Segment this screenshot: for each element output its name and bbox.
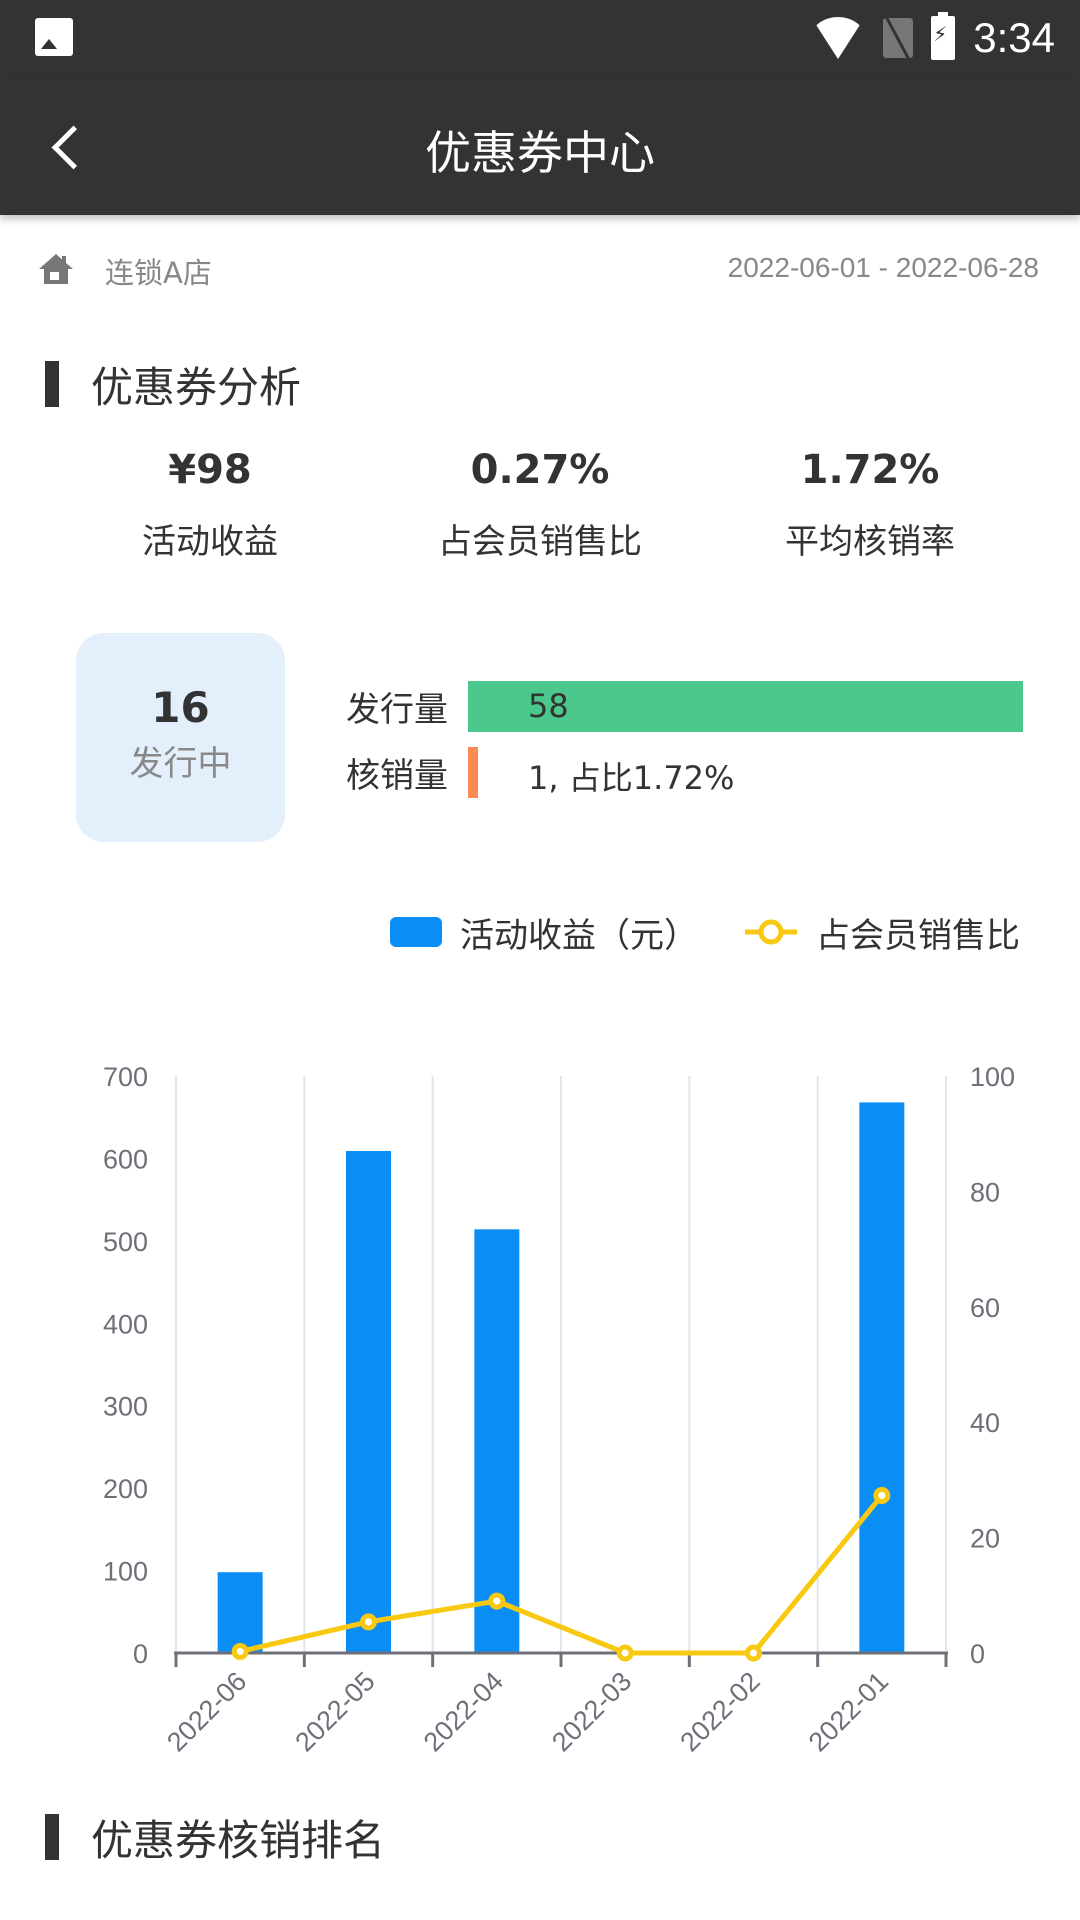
ratio-point[interactable]	[616, 1644, 634, 1662]
no-sim-icon	[883, 18, 914, 58]
ratio-point[interactable]	[488, 1592, 506, 1610]
battery-charging-icon	[931, 12, 956, 60]
y-left-tick: 200	[103, 1474, 148, 1504]
kpi-value: ¥98	[168, 447, 252, 493]
y-right-tick: 100	[970, 1062, 1015, 1092]
y-left-tick: 400	[103, 1309, 148, 1339]
kpi-value: 0.27%	[470, 447, 610, 493]
y-right-tick: 40	[970, 1408, 1000, 1438]
redeemed-value: 1, 占比1.72%	[528, 758, 735, 797]
y-right-tick: 20	[970, 1524, 1000, 1554]
kpi-value: 1.72%	[800, 447, 940, 493]
redeemed-label: 核销量	[346, 755, 448, 796]
legend-ratio-label[interactable]: 占会员销售比	[816, 916, 1020, 956]
revenue-bar[interactable]	[859, 1102, 905, 1653]
y-left-tick: 300	[103, 1392, 148, 1422]
y-left-tick: 0	[133, 1639, 148, 1669]
image-notification-icon	[35, 18, 73, 56]
issuing-label: 发行中	[129, 744, 232, 784]
revenue-bar[interactable]	[346, 1151, 391, 1653]
kpi-label: 平均核销率	[785, 522, 955, 562]
issuing-count: 16	[151, 683, 210, 732]
x-tick-label: 2022-01	[803, 1666, 894, 1757]
app-bar: 优惠券中心	[0, 75, 1080, 215]
revenue-ratio-chart: 0 100 200 300 400 500 600 700 0 20 40 60 80 100 2022-0…	[0, 1040, 1080, 1780]
section-marker	[45, 361, 59, 407]
section-title-ranking: 优惠券核销排名	[45, 1813, 385, 1865]
status-time: 3:34	[973, 14, 1055, 61]
page-title: 优惠券中心	[425, 126, 655, 180]
home-icon	[39, 254, 73, 284]
ratio-line	[239, 1493, 884, 1656]
x-tick-label: 2022-02	[674, 1666, 765, 1757]
revenue-bar[interactable]	[474, 1229, 520, 1653]
ratio-point[interactable]	[873, 1486, 891, 1504]
ratio-point[interactable]	[360, 1613, 377, 1631]
y-right-tick: 60	[970, 1293, 1000, 1323]
y-right-tick: 80	[970, 1177, 1000, 1207]
kpi-avg-redemption-rate: 1.72% 平均核销率	[720, 440, 1020, 563]
issuing-count-card[interactable]: 16 发行中	[76, 633, 285, 842]
issued-value: 58	[528, 686, 569, 725]
y-left-tick: 700	[103, 1062, 148, 1092]
chart-legend: 活动收益（元） 占会员销售比	[0, 905, 1080, 956]
x-tick-label: 2022-05	[289, 1666, 380, 1757]
revenue-bar[interactable]	[217, 1572, 263, 1653]
x-tick-label: 2022-03	[546, 1666, 637, 1757]
legend-revenue-label[interactable]: 活动收益（元）	[460, 916, 698, 956]
date-range-selector[interactable]: 2022-06-01 - 2022-06-28	[727, 252, 1039, 283]
y-right-tick: 0	[970, 1639, 985, 1669]
legend-revenue-swatch[interactable]	[390, 917, 442, 947]
combo-chart: 0 100 200 300 400 500 600 700 0 20 40 60 80 100 2022-0…	[103, 1062, 1015, 1757]
section-title-text: 优惠券分析	[91, 362, 302, 412]
redeemed-bar-row: 核销量 1, 占比1.72%	[346, 746, 734, 798]
ratio-point[interactable]	[745, 1644, 762, 1662]
store-selector[interactable]: 连锁A店	[105, 256, 212, 290]
issued-label: 发行量	[346, 689, 448, 730]
ratio-point[interactable]	[231, 1642, 249, 1660]
status-bar: 3:34	[0, 0, 1080, 75]
y-left-tick: 500	[103, 1227, 148, 1257]
y-left-tick: 600	[103, 1144, 148, 1174]
section-title-analysis: 优惠券分析	[45, 360, 301, 412]
legend-ratio-swatch[interactable]	[745, 919, 797, 945]
section-title-text: 优惠券核销排名	[91, 1815, 386, 1865]
kpi-member-sales-ratio: 0.27% 占会员销售比	[390, 440, 690, 563]
issued-bar: 58	[468, 680, 1023, 732]
redeemed-bar: 1, 占比1.72%	[468, 746, 734, 798]
kpi-activity-revenue: ¥98 活动收益	[60, 440, 360, 563]
kpi-label: 占会员销售比	[438, 522, 642, 562]
status-icons: 3:34	[811, 8, 1055, 68]
x-tick-label: 2022-06	[161, 1666, 252, 1757]
wifi-icon	[811, 17, 866, 59]
y-left-tick: 100	[103, 1557, 148, 1587]
store-filter-row: 连锁A店 2022-06-01 - 2022-06-28	[0, 240, 1080, 300]
x-tick-label: 2022-04	[418, 1666, 509, 1757]
section-marker	[45, 1814, 59, 1860]
kpi-label: 活动收益	[142, 522, 278, 562]
issued-bar-row: 发行量 58	[346, 680, 1023, 732]
